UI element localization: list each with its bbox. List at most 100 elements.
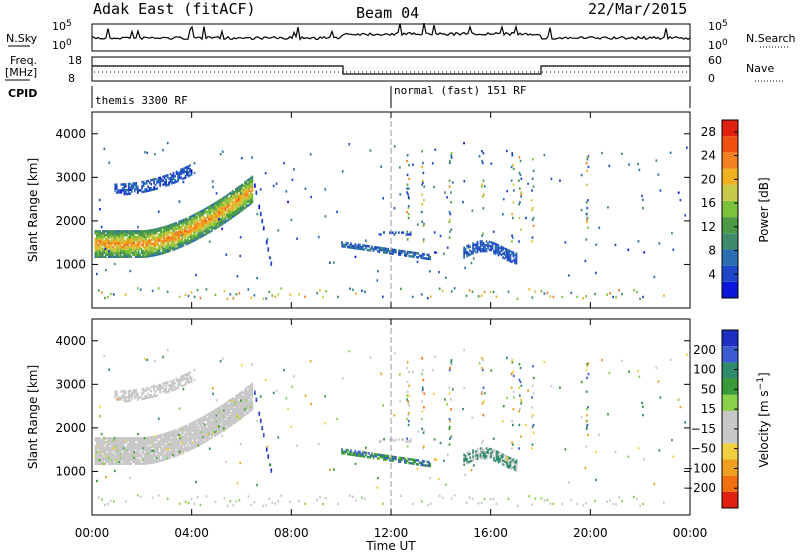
echo-cell bbox=[142, 458, 144, 461]
echo-cell bbox=[121, 247, 124, 251]
echo-cell bbox=[102, 243, 104, 247]
echo-cell bbox=[380, 453, 382, 457]
echo-cell bbox=[247, 179, 249, 182]
echo-cell bbox=[515, 459, 518, 462]
echo-cell bbox=[115, 241, 118, 245]
echo-cell bbox=[224, 425, 227, 429]
echo-cell bbox=[506, 465, 509, 468]
echo-cell bbox=[103, 241, 106, 245]
echo-cell bbox=[513, 189, 515, 192]
echo-cell bbox=[110, 253, 113, 256]
echo-cell bbox=[118, 437, 121, 440]
echo-cell bbox=[181, 444, 183, 447]
echo-cell bbox=[383, 247, 385, 250]
echo-cell bbox=[140, 462, 143, 465]
echo-cell bbox=[179, 433, 182, 436]
echo-cell bbox=[239, 393, 242, 397]
echo-cell bbox=[136, 448, 139, 452]
echo-cell bbox=[124, 397, 127, 401]
echo-cell bbox=[232, 198, 234, 201]
echo-cell bbox=[218, 422, 221, 425]
echo-cell bbox=[236, 482, 239, 485]
echo-cell bbox=[143, 249, 146, 252]
echo-cell bbox=[105, 446, 107, 450]
echo-cell bbox=[223, 219, 225, 223]
echo-cell bbox=[131, 446, 134, 450]
echo-cell bbox=[206, 429, 209, 432]
echo-cell bbox=[443, 459, 445, 462]
echo-cell bbox=[162, 179, 164, 182]
echo-cell bbox=[233, 409, 236, 413]
echo-cell bbox=[463, 457, 465, 460]
echo-cell bbox=[185, 225, 188, 228]
echo-cell bbox=[170, 452, 173, 455]
echo-cell bbox=[324, 188, 327, 191]
time-xaxis: 00:00 04:00 08:00 12:00 16:00 20:00 00:00 bbox=[75, 112, 707, 540]
echo-cell bbox=[241, 205, 243, 208]
echo-cell bbox=[133, 460, 136, 463]
echo-cell bbox=[481, 455, 483, 458]
echo-cell bbox=[248, 410, 251, 413]
echo-cell bbox=[265, 242, 268, 245]
echo-cell bbox=[489, 290, 492, 294]
echo-cell bbox=[109, 443, 112, 446]
echo-cell bbox=[587, 155, 590, 158]
echo-cell bbox=[136, 241, 139, 245]
echo-cell bbox=[103, 462, 106, 465]
echo-cell bbox=[421, 461, 424, 465]
echo-cell bbox=[253, 294, 256, 297]
cpid-mode-2: normal (fast) 151 RF bbox=[394, 84, 526, 97]
echo-cell bbox=[164, 237, 167, 240]
echo-cell bbox=[212, 208, 215, 212]
echo-cell bbox=[169, 437, 171, 440]
echo-cell bbox=[110, 446, 113, 450]
echo-cell bbox=[145, 389, 148, 392]
echo-cell bbox=[491, 450, 494, 453]
echo-cell bbox=[140, 450, 143, 454]
echo-cell bbox=[187, 232, 189, 235]
echo-cell bbox=[507, 290, 510, 293]
echo-cell bbox=[142, 237, 144, 241]
echo-cell bbox=[121, 396, 124, 399]
colorbar-swatch bbox=[722, 233, 738, 250]
echo-cell bbox=[229, 405, 231, 408]
echo-cell bbox=[110, 234, 113, 237]
echo-cell bbox=[127, 399, 130, 402]
echo-cell bbox=[223, 421, 225, 424]
echo-cell bbox=[232, 409, 234, 412]
echo-cell bbox=[482, 249, 485, 253]
echo-cell bbox=[151, 395, 154, 398]
echo-cell bbox=[494, 455, 497, 459]
echo-cell bbox=[240, 192, 242, 195]
echo-cell bbox=[363, 451, 366, 454]
ytick-label: 2000 bbox=[55, 214, 86, 228]
echo-cell bbox=[520, 193, 523, 196]
echo-cell bbox=[245, 196, 248, 199]
echo-cell bbox=[251, 185, 254, 188]
echo-cell bbox=[342, 245, 345, 248]
echo-cell bbox=[628, 163, 630, 166]
echo-cell bbox=[127, 188, 130, 192]
echo-cell bbox=[490, 249, 492, 252]
echo-cell bbox=[149, 442, 152, 445]
echo-cell bbox=[424, 464, 427, 467]
echo-cell bbox=[208, 422, 210, 425]
echo-cell bbox=[230, 415, 233, 419]
echo-cell bbox=[239, 184, 242, 188]
echo-cell bbox=[392, 231, 394, 234]
echo-cell bbox=[148, 253, 150, 256]
echo-cell bbox=[531, 208, 533, 212]
echo-cell bbox=[127, 251, 130, 254]
echo-cell bbox=[166, 174, 169, 177]
echo-cell bbox=[141, 391, 143, 395]
echo-cell bbox=[587, 226, 589, 229]
echo-cell bbox=[304, 502, 306, 505]
echo-cell bbox=[162, 183, 164, 186]
echo-cell bbox=[176, 444, 179, 447]
echo-cell bbox=[585, 427, 588, 431]
echo-cell bbox=[429, 463, 432, 466]
echo-cell bbox=[497, 254, 500, 257]
echo-cell bbox=[127, 395, 130, 399]
colorbar-swatch bbox=[722, 120, 738, 137]
echo-cell bbox=[103, 454, 106, 458]
